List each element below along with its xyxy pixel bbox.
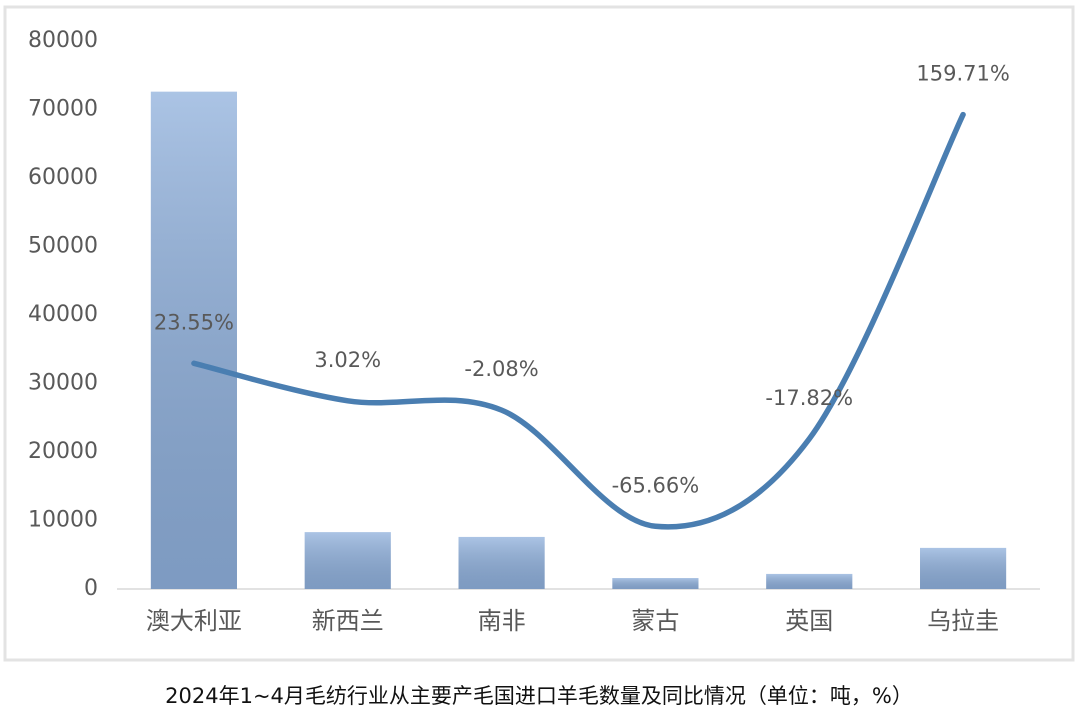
- value-label: 23.55%: [154, 310, 234, 334]
- y-tick-label: 40000: [28, 302, 98, 327]
- y-tick-label: 10000: [28, 508, 98, 533]
- bar-shade: [612, 578, 699, 589]
- y-tick-label: 50000: [28, 234, 98, 259]
- y-tick-label: 60000: [28, 165, 98, 190]
- x-tick-label: 澳大利亚: [146, 607, 242, 635]
- x-tick-label: 乌拉圭: [927, 607, 999, 635]
- bar-shade: [458, 536, 545, 589]
- value-label: -2.08%: [464, 357, 538, 381]
- value-label: -65.66%: [612, 473, 700, 497]
- bar-shade: [920, 547, 1007, 589]
- x-tick-label: 蒙古: [631, 607, 679, 635]
- x-tick-label: 南非: [478, 607, 526, 635]
- y-tick-label: 70000: [28, 97, 98, 122]
- y-tick-label: 0: [84, 576, 98, 601]
- value-label: 159.71%: [916, 62, 1009, 86]
- x-tick-label: 新西兰: [312, 607, 384, 635]
- value-label: 3.02%: [314, 348, 381, 372]
- value-label: -17.82%: [765, 386, 853, 410]
- bar-shade: [304, 532, 391, 589]
- y-tick-label: 20000: [28, 439, 98, 464]
- caption: 2024年1~4月毛纺行业从主要产毛国进口羊毛数量及同比情况（单位：吨，%）: [165, 684, 913, 708]
- y-tick-label: 30000: [28, 371, 98, 396]
- y-tick-label: 80000: [28, 28, 98, 53]
- x-tick-label: 英国: [785, 607, 833, 635]
- bar-shade: [766, 573, 853, 589]
- line: [191, 111, 966, 530]
- bar-shade: [150, 91, 237, 589]
